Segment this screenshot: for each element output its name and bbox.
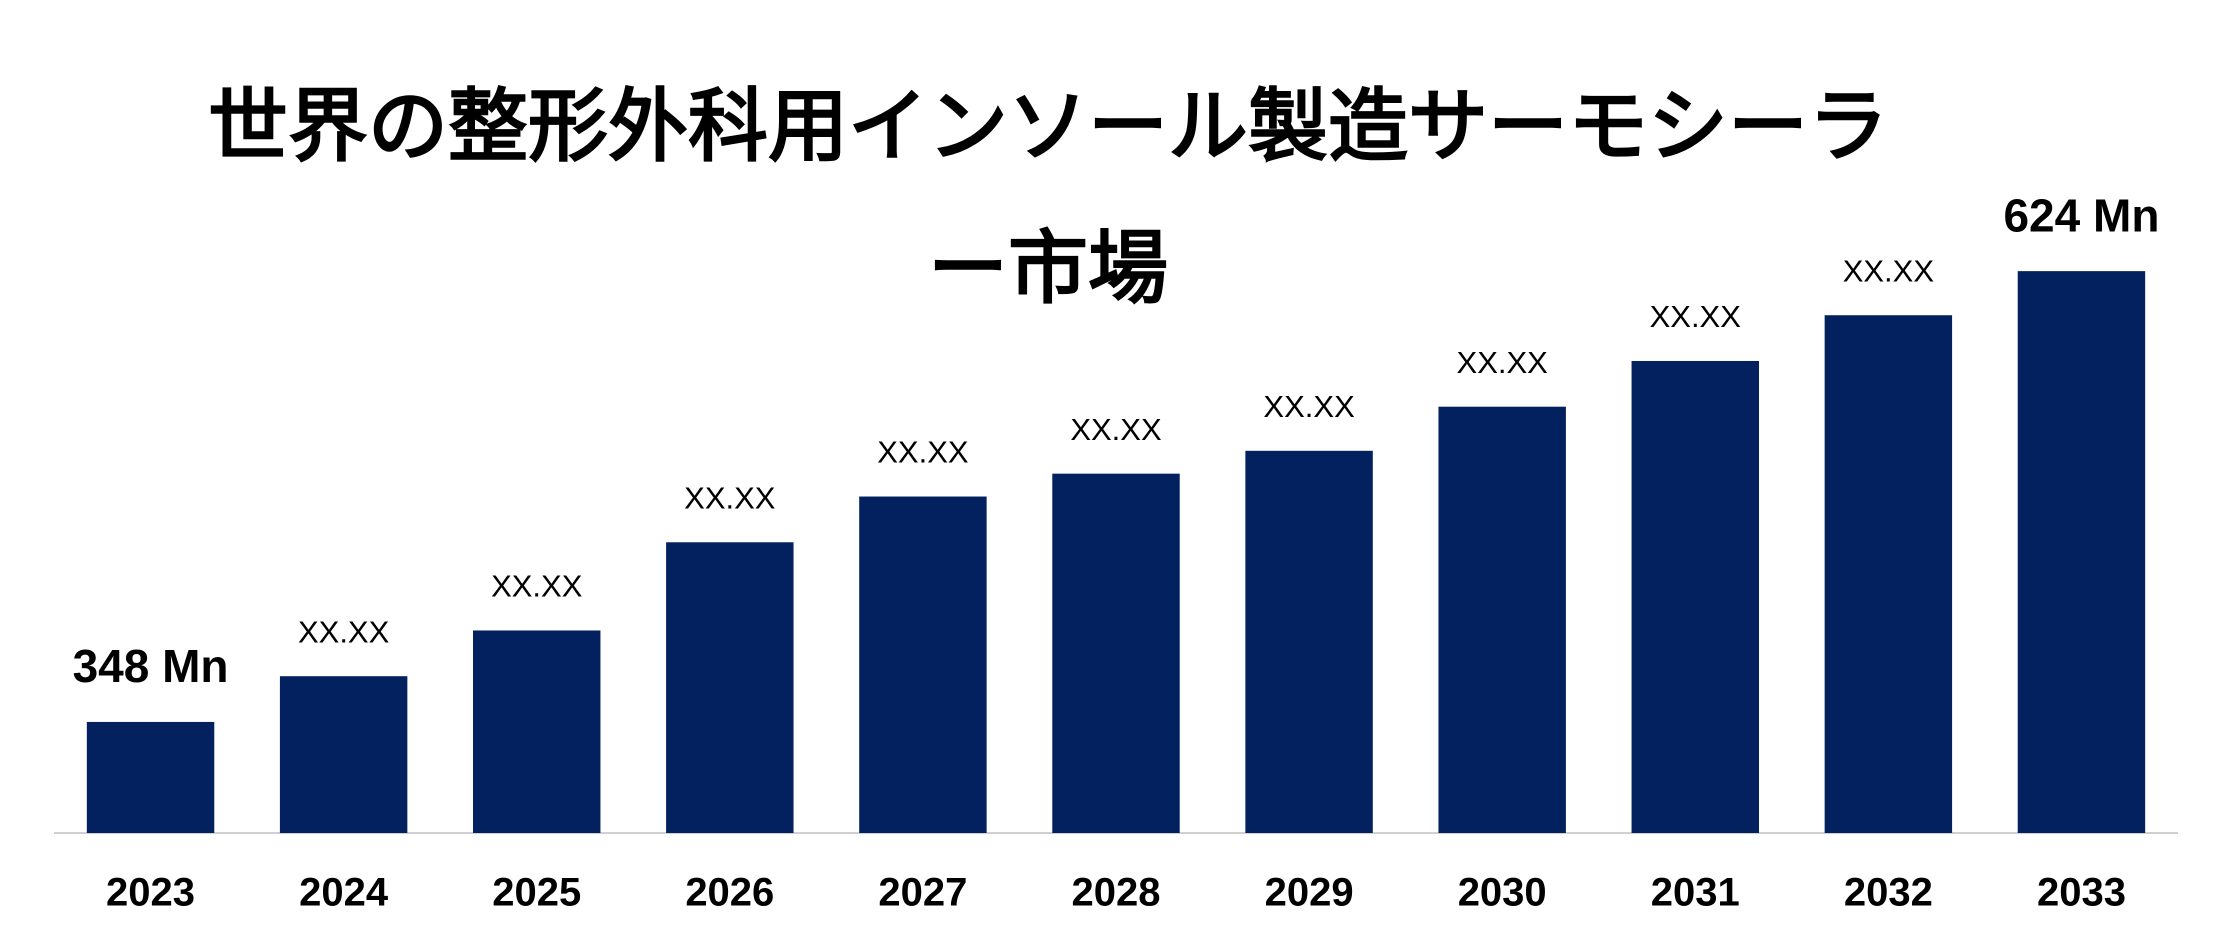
- chart-title: 世界の整形外科用インソール製造サーモシーラー市場: [208, 79, 1888, 315]
- bar: [279, 676, 408, 833]
- bar: [1631, 360, 1759, 833]
- bar: [86, 721, 215, 833]
- data-label: XX.XX: [1843, 253, 1935, 288]
- data-label: XX.XX: [491, 569, 583, 604]
- x-tick-label: 2030: [1458, 871, 1547, 915]
- data-label: XX.XX: [684, 480, 776, 515]
- bar: [1438, 406, 1566, 833]
- data-label: XX.XX: [1070, 412, 1162, 447]
- bar: [1245, 450, 1373, 833]
- x-tick-label: 2024: [299, 871, 389, 915]
- x-tick-label: 2032: [1844, 871, 1933, 915]
- bar: [859, 496, 987, 833]
- data-label: XX.XX: [298, 614, 390, 649]
- bar: [666, 542, 794, 833]
- x-tick-label: 2023: [106, 871, 195, 915]
- data-label: XX.XX: [877, 435, 969, 470]
- x-tick-label: 2026: [685, 871, 774, 915]
- bar: [473, 630, 601, 833]
- x-tick-label: 2027: [878, 871, 967, 915]
- bar: [2017, 271, 2146, 834]
- data-label: XX.XX: [1263, 389, 1355, 424]
- data-label: XX.XX: [1650, 299, 1742, 334]
- bar: [1052, 473, 1180, 833]
- bar: [1824, 315, 1953, 833]
- x-tick-label: 2031: [1651, 871, 1740, 915]
- x-tick-label: 2028: [1072, 871, 1161, 915]
- data-label: 624 Mn: [2003, 189, 2159, 241]
- data-label: XX.XX: [1457, 345, 1549, 380]
- x-tick-label: 2025: [492, 871, 581, 915]
- x-tick-label: 2029: [1265, 871, 1354, 915]
- x-tick-label: 2033: [2037, 871, 2126, 915]
- data-label: 348 Mn: [73, 640, 229, 692]
